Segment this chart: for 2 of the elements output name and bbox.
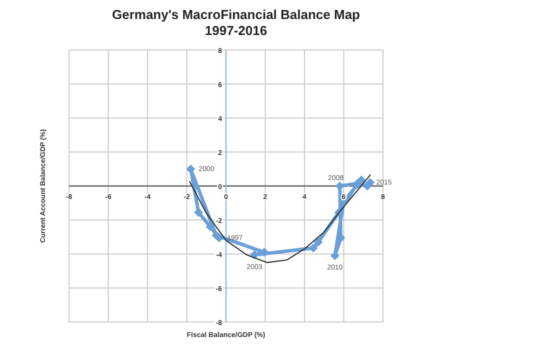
- chart-title: Germany's MacroFinancial Balance Map: [112, 7, 360, 22]
- chart-subtitle: 1997-2016: [204, 23, 268, 38]
